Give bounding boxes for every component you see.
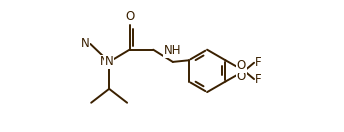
Text: N: N [99, 55, 108, 68]
Text: F: F [255, 56, 262, 69]
Text: NH: NH [164, 44, 182, 57]
Text: O: O [125, 10, 134, 23]
Text: O: O [237, 70, 246, 83]
Text: F: F [255, 73, 262, 86]
Text: N: N [105, 55, 114, 68]
Text: O: O [237, 59, 246, 72]
Text: N: N [81, 37, 89, 50]
